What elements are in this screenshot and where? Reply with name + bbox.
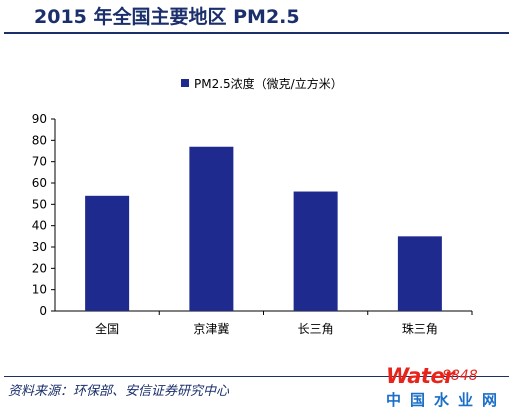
x-category-label: 京津冀 [193, 322, 229, 336]
x-category-label: 珠三角 [402, 322, 438, 336]
y-tick-label: 60 [32, 176, 47, 190]
labels: 0 10 20 30 40 50 60 70 80 90 全国 京津冀 长三角 珠三角 [32, 112, 438, 336]
legend-label: PM2.5浓度（微克/立方米） [194, 76, 343, 91]
y-tick-label: 50 [32, 197, 47, 211]
bar [189, 146, 234, 311]
y-tick-label: 40 [32, 219, 47, 233]
x-category-label: 全国 [95, 321, 119, 336]
logo-word: Water [386, 364, 455, 388]
source-note: 资料来源：环保部、安信证券研究中心 [8, 384, 230, 399]
y-tick-label: 20 [32, 261, 47, 275]
bar [293, 191, 338, 311]
title-divider [4, 32, 509, 34]
page-title: 2015 年全国主要地区 PM2.5 [34, 6, 300, 28]
x-category-label: 长三角 [298, 322, 334, 336]
bar [85, 195, 130, 311]
y-tick-label: 30 [32, 240, 47, 254]
y-tick-label: 90 [32, 112, 47, 126]
legend-swatch [181, 79, 189, 87]
watermark-logo: Water 8848 中国水业网 [380, 364, 510, 410]
y-tick-label: 70 [32, 155, 47, 169]
bars [85, 146, 442, 311]
logo-subtitle: 中国水业网 [386, 391, 507, 409]
source-divider [4, 376, 509, 377]
bar [397, 236, 442, 311]
y-tick-label: 10 [32, 283, 47, 297]
y-tick-label: 80 [32, 133, 47, 147]
y-tick-label: 0 [39, 304, 47, 318]
legend: PM2.5浓度（微克/立方米） [181, 76, 343, 91]
logo-number: 8848 [442, 368, 478, 384]
